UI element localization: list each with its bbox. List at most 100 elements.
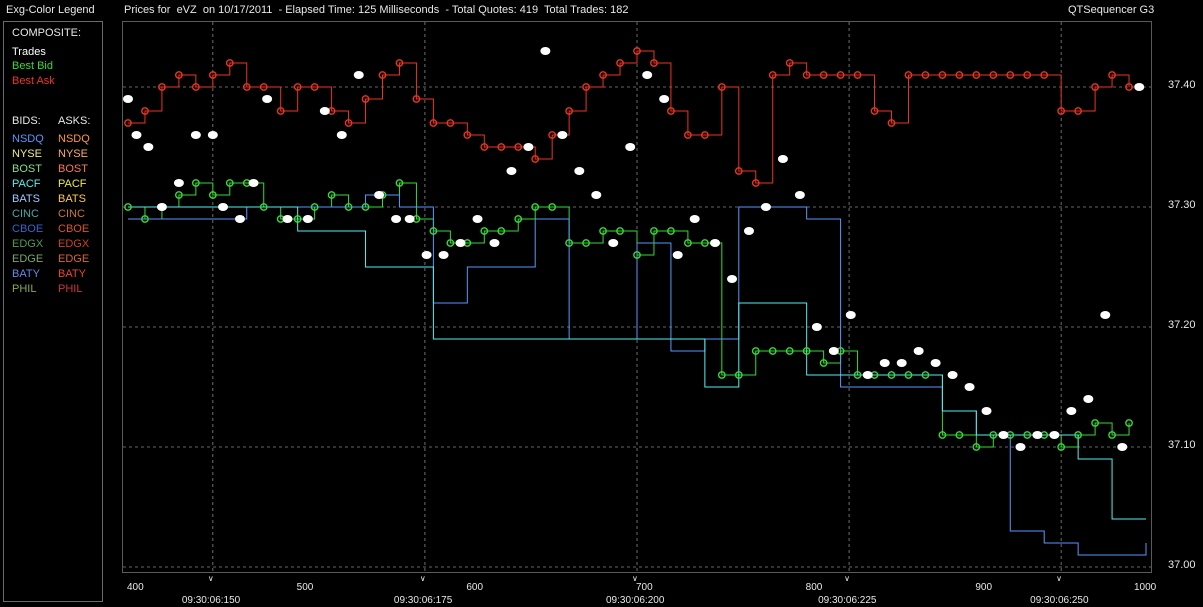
best-bid-point	[480, 227, 489, 235]
best-bid-point	[989, 431, 998, 439]
exchange-color-legend: COMPOSITE: Trades Best Bid Best Ask BIDS…	[3, 21, 103, 602]
best-bid-point	[344, 203, 353, 211]
best-ask-point	[700, 131, 709, 139]
time-tick-label: 09:30:06:175	[393, 595, 453, 606]
legend-bid-edge: EDGE	[12, 253, 44, 265]
trade-point	[845, 311, 856, 319]
x-axis: 400 500 600 700 800 900 1000 ∨ 09:30:06:150 ∨ 09:3…	[122, 573, 1156, 607]
best-ask-point	[191, 83, 200, 91]
best-bid-point	[310, 203, 319, 211]
best-bid-point	[785, 347, 794, 355]
bids-label: BIDS:	[12, 115, 41, 127]
trade-point	[262, 95, 273, 103]
best-bid-point	[531, 203, 540, 211]
best-ask-point	[836, 71, 845, 79]
best-bid-point	[1074, 431, 1083, 439]
chart-title: Prices for eVZ on 10/17/2011 - Elapsed T…	[124, 4, 629, 16]
trade-point	[1117, 443, 1128, 451]
best-bid-point	[548, 203, 557, 211]
best-ask-point	[242, 83, 251, 91]
best-bid-point	[616, 227, 624, 235]
best-ask-point	[378, 71, 387, 79]
legend-ask-cboe: CBOE	[58, 223, 90, 235]
trade-point	[421, 251, 432, 259]
best-ask-point	[853, 71, 862, 79]
price-chart	[123, 22, 1151, 572]
legend-best-ask: Best Ask	[12, 75, 55, 87]
legend-ask-bats: BATS	[58, 193, 86, 205]
best-bid-point	[1108, 431, 1116, 439]
price-plot-area[interactable]	[122, 21, 1152, 573]
best-ask-point	[1006, 71, 1015, 79]
best-ask-point	[921, 71, 930, 79]
legend-bid-bats: BATS	[12, 193, 40, 205]
y-tick-label: 37.30	[1168, 199, 1196, 211]
best-bid-point	[395, 179, 404, 187]
best-ask-point	[1040, 71, 1049, 79]
y-tick-label: 37.10	[1168, 439, 1196, 451]
trade-point	[964, 383, 975, 391]
x-tick-label: 900	[975, 582, 993, 593]
best-ask-point	[972, 71, 981, 79]
trade-point	[913, 347, 924, 355]
time-tick-marker: ∨	[207, 574, 214, 583]
legend-bid-edgx: EDGX	[12, 238, 44, 250]
best-ask-point	[684, 131, 692, 139]
trade-point	[608, 239, 619, 247]
time-tick-label: 09:30:06:150	[181, 595, 241, 606]
legend-title: Exg-Color Legend	[6, 4, 95, 16]
trade-point	[353, 71, 364, 79]
trade-point	[455, 239, 466, 247]
best-bid-point	[717, 371, 726, 379]
best-ask-point	[802, 71, 811, 79]
best-ask-point	[463, 131, 472, 139]
best-bid-point	[768, 347, 777, 355]
trade-point	[156, 203, 167, 211]
trade-point	[574, 167, 585, 175]
best-ask-point	[1125, 83, 1133, 91]
best-bid-point	[514, 215, 523, 223]
best-bid-point	[191, 179, 200, 187]
best-ask-point	[565, 107, 574, 115]
best-bid-point	[1091, 419, 1099, 427]
trade-point	[659, 95, 670, 103]
legend-trades: Trades	[12, 46, 46, 58]
trade-point	[777, 155, 788, 163]
trade-point	[981, 407, 992, 415]
best-ask-point	[938, 71, 947, 79]
trade-point	[862, 371, 873, 379]
app-name: QTSequencer G3	[1068, 4, 1155, 16]
best-ask-point	[344, 119, 353, 127]
best-bid-point	[853, 371, 862, 379]
legend-best-bid: Best Bid	[12, 60, 53, 72]
best-ask-point	[514, 143, 523, 151]
trade-point	[1083, 395, 1094, 403]
best-bid-point	[684, 239, 692, 247]
legend-ask-baty: BATY	[58, 268, 86, 280]
best-ask-point	[531, 155, 540, 163]
trade-point	[1049, 431, 1060, 439]
legend-bid-pacf: PACF	[12, 178, 41, 190]
trade-point	[947, 371, 958, 379]
best-ask-point	[717, 83, 726, 91]
trade-point	[625, 143, 636, 151]
best-ask-point	[633, 47, 641, 55]
legend-ask-edgx: EDGX	[58, 238, 90, 250]
composite-label: COMPOSITE:	[12, 27, 82, 39]
best-ask-point	[225, 59, 234, 67]
legend-bid-baty: BATY	[12, 268, 40, 280]
x-tick-label: 500	[296, 582, 314, 593]
trade-point	[896, 359, 907, 367]
trade-point	[319, 107, 330, 115]
best-bid-point	[633, 251, 641, 259]
best-ask-point	[768, 71, 777, 79]
trade-point	[1032, 431, 1043, 439]
time-tick-label: 09:30:06:250	[1030, 595, 1089, 606]
best-ask-point	[446, 119, 455, 127]
best-ask-point	[276, 107, 285, 115]
trade-point	[642, 71, 653, 79]
legend-ask-edge: EDGE	[58, 253, 90, 265]
trade-point	[302, 215, 313, 223]
legend-bid-nyse: NYSE	[12, 148, 42, 160]
series-line-best-ask	[128, 50, 1130, 184]
